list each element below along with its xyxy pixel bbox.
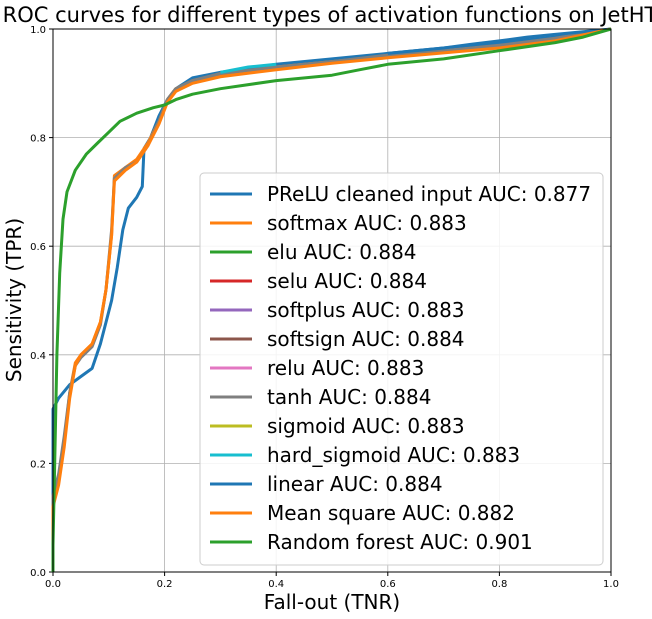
- x-tick-label: 0.6: [380, 579, 396, 590]
- y-tick-label: 0.2: [30, 459, 46, 470]
- legend-entry-label: Mean square AUC: 0.882: [267, 501, 515, 525]
- legend-entry-label: elu AUC: 0.884: [267, 240, 417, 264]
- legend-entry-label: selu AUC: 0.884: [267, 269, 427, 293]
- roc-curve-series-10: [387, 27, 612, 55]
- legend-entry-label: relu AUC: 0.883: [267, 356, 424, 380]
- x-tick-label: 0.2: [157, 579, 173, 590]
- plot-frame: [52, 28, 612, 573]
- roc-curves: [51, 27, 612, 572]
- x-tick-label: 0.8: [491, 579, 507, 590]
- chart-title: ROC curves for different types of activa…: [3, 3, 652, 27]
- legend-entry-label: sigmoid AUC: 0.883: [267, 414, 465, 438]
- legend-box: [199, 172, 604, 566]
- x-tick-label: 0.4: [268, 579, 284, 590]
- legend-entry-label: softsign AUC: 0.884: [267, 327, 465, 351]
- y-tick-label: 1.0: [30, 25, 46, 36]
- roc-curve-series-0: [51, 27, 612, 572]
- y-axis-ticks: 0.0 0.2 0.4 0.6 0.8 1.0: [30, 25, 53, 579]
- legend-entry-label: PReLU cleaned input AUC: 0.877: [267, 182, 591, 206]
- legend-entry-label: softmax AUC: 0.883: [267, 211, 467, 235]
- x-tick-label: 0.0: [45, 579, 61, 590]
- y-tick-label: 0.6: [30, 242, 46, 253]
- roc-curve-series-12: [51, 27, 612, 572]
- roc-curve-series-11: [51, 27, 612, 572]
- legend-entry-label: Random forest AUC: 0.901: [267, 530, 533, 554]
- x-tick-label: 1.0: [603, 579, 619, 590]
- legend-entry-label: linear AUC: 0.884: [267, 472, 443, 496]
- roc-curve-series-9: [220, 62, 277, 74]
- x-axis-ticks: 0.0 0.2 0.4 0.6 0.8 1.0: [45, 572, 619, 590]
- y-tick-label: 0.8: [30, 134, 46, 145]
- legend-entry-label: tanh AUC: 0.884: [267, 385, 431, 409]
- legend: PReLU cleaned input AUC: 0.877 softmax AU…: [199, 172, 604, 566]
- legend-entry-label: softplus AUC: 0.883: [267, 298, 465, 322]
- y-tick-label: 0.4: [30, 351, 46, 362]
- legend-entry-label: hard_sigmoid AUC: 0.883: [267, 443, 520, 467]
- y-axis-label: Sensitivity (TPR): [2, 218, 26, 382]
- x-axis-label: Fall-out (TNR): [264, 590, 400, 614]
- y-tick-label: 0.0: [30, 568, 46, 579]
